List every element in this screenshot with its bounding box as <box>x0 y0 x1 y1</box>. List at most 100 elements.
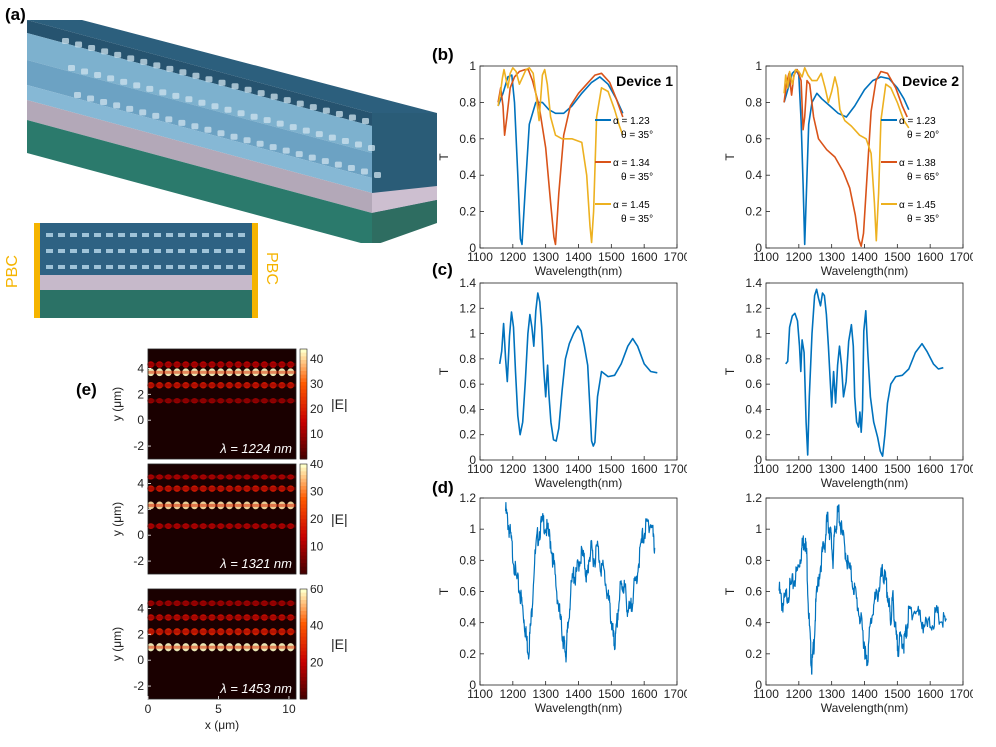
y-tick-label: 0 <box>755 453 762 467</box>
x-tick-label: 1200 <box>499 687 526 701</box>
field-band <box>148 487 296 491</box>
colorbar-segment <box>300 640 307 645</box>
pillar <box>133 82 141 89</box>
cross-section-pillar <box>154 265 161 269</box>
pillar <box>230 133 238 140</box>
y-tick-label: -2 <box>133 679 144 693</box>
y-tick-label: 0.6 <box>745 377 762 391</box>
series-line <box>783 67 910 242</box>
cross-section-pillar <box>226 249 233 253</box>
x-tick-label: 1200 <box>499 462 526 476</box>
y-tick-label: 2 <box>137 627 144 641</box>
y-tick-label: 1 <box>469 327 476 341</box>
y-tick-label: 0 <box>755 678 762 692</box>
x-axis-label: x (μm) <box>205 718 239 732</box>
y-tick-label: 0.2 <box>459 428 476 442</box>
y-tick-label: 4 <box>137 361 144 375</box>
panel-label-b: (b) <box>432 45 454 64</box>
pillar <box>218 79 226 86</box>
legend-entry-angle: θ = 65° <box>907 172 939 183</box>
pillar <box>224 106 232 113</box>
x-tick-label: 1400 <box>565 250 592 264</box>
pillar <box>153 62 161 69</box>
device-3d-illustration <box>27 20 437 243</box>
colorbar-tick-label: 20 <box>310 512 324 526</box>
series-line <box>778 504 948 675</box>
colorbar-tick-label: 30 <box>310 377 324 391</box>
field-band <box>148 630 296 634</box>
plot-frame <box>765 282 964 461</box>
field-band <box>148 524 296 528</box>
y-tick-label: 1 <box>755 59 762 73</box>
field-band <box>148 503 296 507</box>
cross-section-pillar <box>154 233 161 237</box>
legend-entry: α = 1.38 <box>899 158 936 169</box>
field-band <box>148 601 296 605</box>
series-line <box>497 74 624 246</box>
x-tick-label: 1100 <box>467 687 493 701</box>
panel-label-d: (d) <box>432 478 454 497</box>
x-tick-label: 1100 <box>753 250 779 264</box>
pillar <box>87 95 95 102</box>
pillar <box>166 65 174 72</box>
pillar <box>335 111 343 118</box>
x-tick-label: 1400 <box>565 462 592 476</box>
cross-section-pillar <box>130 265 137 269</box>
colorbar-tick-label: 40 <box>310 619 324 633</box>
y-axis-label: y (μm) <box>110 502 124 536</box>
colorbar-segment <box>300 566 307 571</box>
colorbar-segment <box>300 625 307 630</box>
colorbar-segment <box>300 559 307 564</box>
colorbar-segment <box>300 400 307 405</box>
colorbar-segment <box>300 544 307 549</box>
legend-entry-angle: θ = 20° <box>907 130 939 141</box>
colorbar-segment <box>300 688 307 693</box>
pillar <box>152 112 160 119</box>
pillar <box>244 86 252 93</box>
cross-section-pillar <box>82 249 89 253</box>
pillar <box>348 114 356 121</box>
x-axis-label: Wavelength(nm) <box>821 701 909 715</box>
pillar <box>100 98 108 105</box>
colorbar-segment <box>300 486 307 491</box>
y-tick-label: 0 <box>469 678 476 692</box>
colorbar-segment <box>300 548 307 553</box>
colorbar-tick-label: 30 <box>310 485 324 499</box>
pillar <box>289 124 297 131</box>
pillar <box>165 116 173 123</box>
y-tick-label: 0.2 <box>745 647 762 661</box>
x-tick-label: 1300 <box>532 462 559 476</box>
cross-section-pillar <box>214 265 221 269</box>
y-axis-label: T <box>437 367 451 375</box>
y-tick-label: 0.6 <box>459 585 476 599</box>
wavelength-label: λ = 1224 nm <box>219 441 292 456</box>
x-axis-label: Wavelength(nm) <box>821 476 909 490</box>
colorbar-segment <box>300 541 307 546</box>
colorbar-segment <box>300 363 307 368</box>
colorbar-tick-label: 20 <box>310 655 324 669</box>
cross-section-pillar <box>226 265 233 269</box>
x-tick-label: 1600 <box>917 250 944 264</box>
pillar <box>172 92 180 99</box>
x-tick-label: 1500 <box>884 250 911 264</box>
y-axis-label: T <box>723 587 737 595</box>
y-tick-label: 0.2 <box>745 428 762 442</box>
x-tick-label: 1100 <box>467 250 493 264</box>
x-tick-label: 1200 <box>785 687 812 701</box>
x-tick-label: 1600 <box>917 462 944 476</box>
colorbar-label: |E| <box>331 511 348 527</box>
colorbar-segment <box>300 440 307 445</box>
x-tick-label: 1600 <box>631 687 658 701</box>
series-line <box>498 292 658 447</box>
pillar <box>217 130 225 137</box>
colorbar-segment <box>300 407 307 412</box>
pillar <box>360 168 368 175</box>
pillar <box>315 131 323 138</box>
x-tick-label: 1300 <box>532 250 559 264</box>
pillar <box>101 48 109 55</box>
chart-title: Device 1 <box>616 73 673 89</box>
